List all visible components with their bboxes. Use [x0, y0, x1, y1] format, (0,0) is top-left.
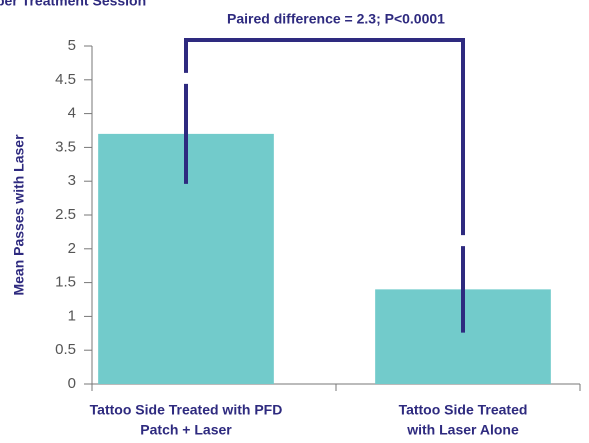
y-axis-label: Mean Passes with Laser: [11, 134, 27, 296]
x-tick-label: Tattoo Side Treated with PFD: [90, 402, 283, 418]
y-tick-label: 2.5: [55, 206, 76, 223]
annotation: Paired difference = 2.3; P<0.0001: [227, 11, 445, 27]
y-tick-label: 1.5: [55, 274, 76, 291]
x-tick-label: Patch + Laser: [140, 422, 232, 438]
x-tick-label: Tattoo Side Treated: [399, 402, 528, 418]
y-tick-label: 0.5: [55, 341, 76, 358]
y-tick-label: 5: [68, 37, 76, 54]
x-tick-label: with Laser Alone: [406, 422, 519, 438]
y-tick-label: 0: [68, 375, 76, 392]
bracket: [184, 38, 465, 236]
chart-title: per Treatment Session: [0, 0, 146, 9]
y-tick-label: 2: [68, 240, 76, 257]
y-tick-label: 1: [68, 307, 76, 324]
y-tick-label: 4: [68, 105, 76, 122]
y-tick-label: 4.5: [55, 71, 76, 88]
y-tick-label: 3.5: [55, 138, 76, 155]
y-tick-label: 3: [68, 172, 76, 189]
